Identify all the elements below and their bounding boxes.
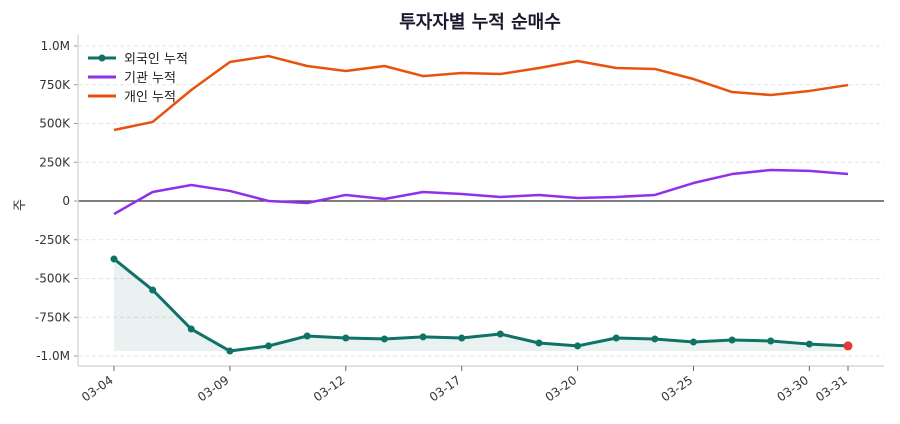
data-point [149,286,157,294]
data-point [689,338,697,346]
legend-label: 외국인 누적 [124,52,188,67]
x-tick-label: 03-09 [195,373,232,404]
data-point [419,333,427,341]
legend-label: 개인 누적 [124,90,176,105]
data-point [574,342,582,350]
x-tick-label: 03-30 [774,373,811,404]
x-tick-label: 03-12 [311,373,348,404]
x-tick-label: 03-17 [427,373,464,404]
y-tick-label: -500K [35,272,71,286]
data-point [728,336,736,344]
x-tick-label: 03-20 [543,373,580,404]
data-point [805,340,813,348]
data-point [651,335,659,343]
data-point [265,342,273,350]
chart-title: 투자자별 누적 순매수 [399,12,561,33]
data-point [187,325,195,333]
y-tick-label: 250K [39,155,71,169]
last-data-point [843,341,853,351]
x-tick-label: 03-04 [79,373,116,404]
y-axis-label: 주 [13,199,28,211]
y-tick-label: 0 [62,194,70,208]
data-point [342,334,350,342]
y-tick-label: -750K [35,310,71,324]
data-point [767,337,775,345]
data-point [226,347,234,355]
data-point [110,255,118,263]
data-point [458,334,466,342]
legend-marker [98,54,106,62]
data-point [496,330,504,338]
data-point [612,334,620,342]
y-tick-label: 1.0M [41,39,70,53]
series-line [113,54,849,132]
data-point [535,339,543,347]
data-point [380,335,388,343]
series-line [113,257,849,353]
x-tick-label: 03-31 [813,373,850,404]
data-point [303,332,311,340]
y-tick-label: 750K [39,78,71,92]
y-tick-label: -250K [35,233,71,247]
y-tick-label: 500K [39,117,71,131]
series-line [113,168,849,216]
x-tick-label: 03-25 [659,373,696,404]
legend-label: 기관 누적 [124,71,176,86]
y-tick-label: -1.0M [36,349,70,363]
